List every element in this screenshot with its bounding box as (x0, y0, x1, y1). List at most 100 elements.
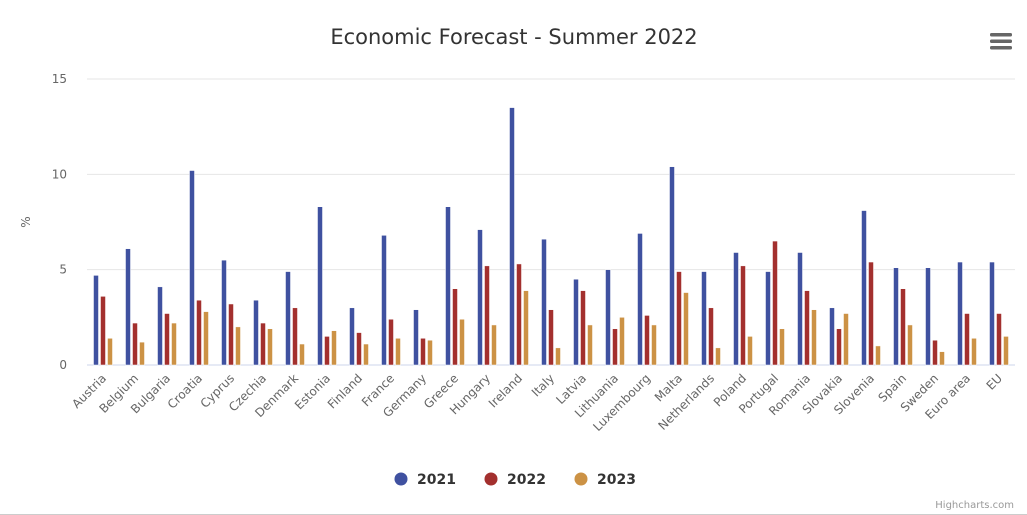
bar-2022[interactable] (324, 336, 330, 366)
bar-2022[interactable] (292, 307, 298, 366)
bar-2021[interactable] (125, 248, 131, 366)
bar-2023[interactable] (651, 324, 657, 366)
category-group-greece (445, 206, 465, 366)
bar-2021[interactable] (893, 267, 899, 366)
bar-2023[interactable] (779, 328, 785, 366)
bar-2023[interactable] (843, 313, 849, 366)
bar-2022[interactable] (932, 339, 938, 366)
legend-symbol (574, 472, 588, 486)
bar-2022[interactable] (132, 322, 138, 366)
bar-2022[interactable] (164, 313, 170, 366)
bar-2021[interactable] (509, 107, 515, 366)
bar-2022[interactable] (676, 271, 682, 366)
bar-2023[interactable] (587, 324, 593, 366)
bar-2022[interactable] (516, 263, 522, 366)
category-group-ireland (509, 107, 529, 366)
bar-2021[interactable] (733, 252, 739, 366)
bar-2023[interactable] (811, 309, 817, 366)
bar-2023[interactable] (619, 317, 625, 366)
bar-2023[interactable] (171, 322, 177, 366)
bar-2022[interactable] (580, 290, 586, 366)
bar-2023[interactable] (1003, 336, 1009, 366)
bar-2023[interactable] (235, 326, 241, 366)
bar-2021[interactable] (221, 259, 227, 366)
bar-2022[interactable] (420, 338, 426, 366)
bar-2023[interactable] (555, 347, 561, 366)
menu-icon[interactable] (989, 32, 1013, 52)
bar-2022[interactable] (548, 309, 554, 366)
bar-2023[interactable] (107, 338, 113, 366)
bar-2023[interactable] (971, 338, 977, 366)
bar-2023[interactable] (427, 339, 433, 366)
bar-2023[interactable] (939, 351, 945, 366)
bar-2021[interactable] (445, 206, 451, 366)
x-tick-label: Estonia (292, 371, 333, 412)
bar-2023[interactable] (203, 311, 209, 366)
bar-2023[interactable] (139, 341, 145, 366)
bar-2022[interactable] (868, 261, 874, 366)
bar-2023[interactable] (907, 324, 913, 366)
bar-2022[interactable] (196, 299, 202, 366)
bar-2022[interactable] (356, 332, 362, 366)
bar-2021[interactable] (637, 233, 643, 366)
bar-2023[interactable] (683, 292, 689, 366)
bar-2021[interactable] (317, 206, 323, 366)
bar-2022[interactable] (708, 307, 714, 366)
legend-item-2021[interactable]: 2021 (394, 472, 456, 488)
bar-2022[interactable] (644, 315, 650, 366)
bar-2021[interactable] (797, 252, 803, 366)
bar-2021[interactable] (925, 267, 931, 366)
legend-item-2023[interactable]: 2023 (574, 472, 636, 488)
bar-2021[interactable] (669, 166, 675, 366)
bar-2022[interactable] (452, 288, 458, 366)
x-tick-label: Finland (325, 371, 365, 411)
bar-2022[interactable] (964, 313, 970, 366)
bar-2022[interactable] (996, 313, 1002, 366)
bar-2023[interactable] (459, 318, 465, 366)
bar-2023[interactable] (875, 345, 881, 366)
bar-2021[interactable] (829, 307, 835, 366)
bar-2022[interactable] (612, 328, 618, 366)
bar-2021[interactable] (541, 238, 547, 366)
bar-2021[interactable] (477, 229, 483, 366)
bar-2021[interactable] (285, 271, 291, 366)
bar-2021[interactable] (861, 210, 867, 366)
bar-2023[interactable] (267, 328, 273, 366)
bar-2021[interactable] (349, 307, 355, 366)
bar-2021[interactable] (413, 309, 419, 366)
bar-2023[interactable] (747, 336, 753, 366)
bar-2021[interactable] (381, 235, 387, 366)
bar-2023[interactable] (715, 347, 721, 366)
category-group-estonia (317, 206, 337, 366)
legend-symbol (394, 472, 408, 486)
bar-2021[interactable] (701, 271, 707, 366)
bar-2021[interactable] (989, 261, 995, 366)
bar-2022[interactable] (772, 240, 778, 366)
bar-2022[interactable] (484, 265, 490, 366)
bar-2023[interactable] (523, 290, 529, 366)
bar-2022[interactable] (228, 303, 234, 366)
category-group-italy (541, 238, 561, 366)
legend-item-2022[interactable]: 2022 (484, 472, 546, 488)
bar-2021[interactable] (957, 261, 963, 366)
bar-2023[interactable] (395, 338, 401, 366)
bar-2022[interactable] (900, 288, 906, 366)
bar-2021[interactable] (253, 299, 259, 366)
bar-2022[interactable] (388, 318, 394, 366)
bar-2022[interactable] (260, 322, 266, 366)
bar-2023[interactable] (491, 324, 497, 366)
bar-2021[interactable] (573, 278, 579, 366)
bar-2021[interactable] (765, 271, 771, 366)
bar-2023[interactable] (331, 330, 337, 366)
bar-2023[interactable] (299, 343, 305, 366)
credits-link[interactable]: Highcharts.com (935, 500, 1014, 511)
bar-2021[interactable] (605, 269, 611, 366)
bar-2021[interactable] (157, 286, 163, 366)
bar-2022[interactable] (804, 290, 810, 366)
bar-2022[interactable] (836, 328, 842, 366)
bar-2023[interactable] (363, 343, 369, 366)
bar-2021[interactable] (189, 170, 195, 366)
bar-2021[interactable] (93, 275, 99, 366)
bar-2022[interactable] (100, 296, 106, 366)
bar-2022[interactable] (740, 265, 746, 366)
